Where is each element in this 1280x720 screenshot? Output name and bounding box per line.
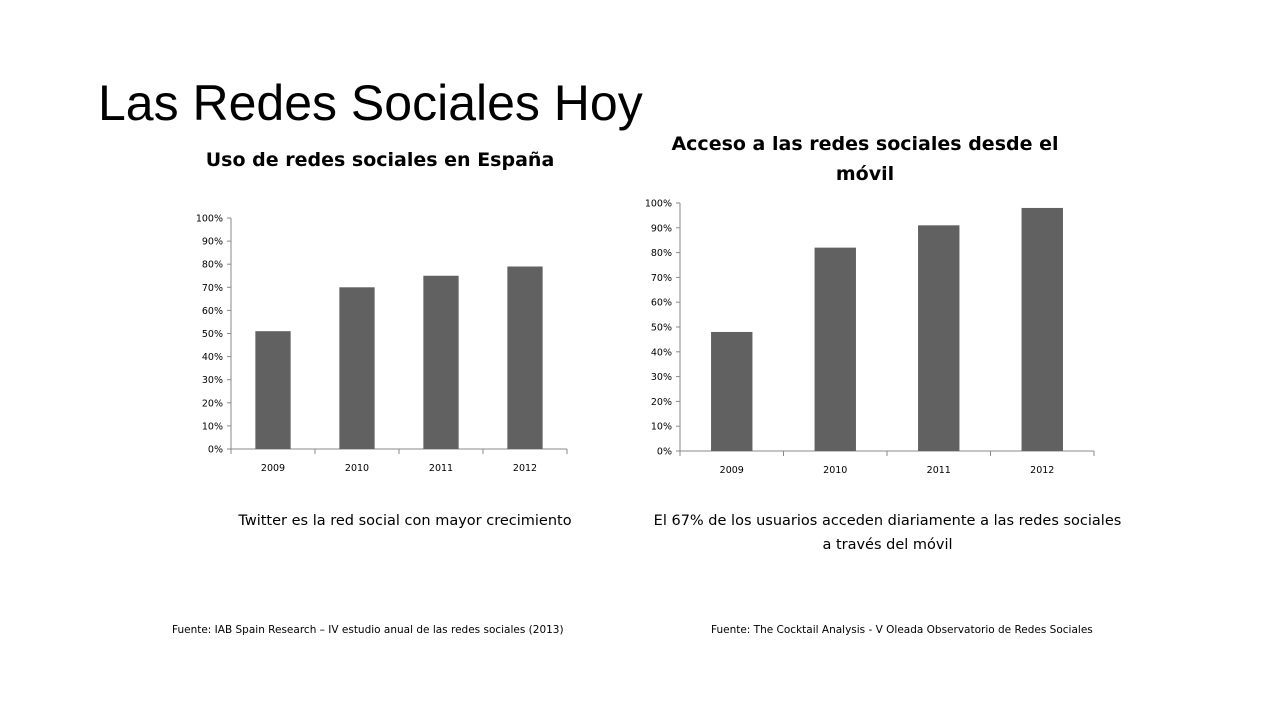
y-tick-label: 100% (645, 199, 672, 210)
y-tick-label: 60% (651, 298, 672, 309)
x-tick-label: 2009 (720, 465, 744, 476)
bar-2011 (918, 225, 960, 451)
x-tick-label: 2012 (1030, 465, 1054, 476)
x-tick-label: 2010 (345, 463, 369, 474)
bar-2010 (814, 247, 856, 451)
y-tick-label: 0% (208, 445, 223, 456)
slide-title: Las Redes Sociales Hoy (98, 75, 643, 131)
caption-usage: Twitter es la red social con mayor creci… (238, 513, 572, 529)
bar-2009 (255, 331, 291, 449)
bar-2012 (507, 266, 543, 449)
chart-title-usage: Uso de redes sociales en España (205, 149, 555, 171)
x-tick-label: 2009 (261, 463, 285, 474)
y-tick-label: 30% (202, 375, 223, 386)
y-tick-label: 70% (202, 283, 223, 294)
y-tick-label: 80% (651, 248, 672, 259)
y-tick-label: 80% (202, 260, 223, 271)
y-tick-label: 70% (651, 273, 672, 284)
y-tick-label: 30% (651, 372, 672, 383)
y-tick-label: 50% (651, 323, 672, 334)
x-tick-label: 2011 (429, 463, 453, 474)
y-tick-label: 20% (651, 397, 672, 408)
bar-2010 (339, 287, 375, 449)
bar-2011 (423, 275, 459, 449)
y-tick-label: 20% (202, 398, 223, 409)
bar-2009 (711, 331, 753, 451)
x-tick-label: 2011 (927, 465, 951, 476)
y-tick-label: 90% (651, 223, 672, 234)
y-tick-label: 50% (202, 329, 223, 340)
y-tick-label: 10% (202, 421, 223, 432)
y-tick-label: 60% (202, 306, 223, 317)
x-tick-label: 2010 (823, 465, 847, 476)
bar-2012 (1021, 207, 1063, 451)
source-note-usage: Fuente: IAB Spain Research – IV estudio … (172, 624, 564, 636)
caption-mobile: El 67% de los usuarios acceden diariamen… (653, 513, 1122, 553)
y-tick-label: 100% (196, 214, 223, 225)
y-tick-label: 90% (202, 237, 223, 248)
x-tick-label: 2012 (513, 463, 537, 474)
y-tick-label: 0% (657, 447, 672, 458)
y-tick-label: 10% (651, 422, 672, 433)
y-tick-label: 40% (651, 347, 672, 358)
chart-title-mobile: Acceso a las redes sociales desde el móv… (671, 133, 1059, 185)
source-note-mobile: Fuente: The Cocktail Analysis - V Oleada… (711, 624, 1093, 636)
y-tick-label: 40% (202, 352, 223, 363)
